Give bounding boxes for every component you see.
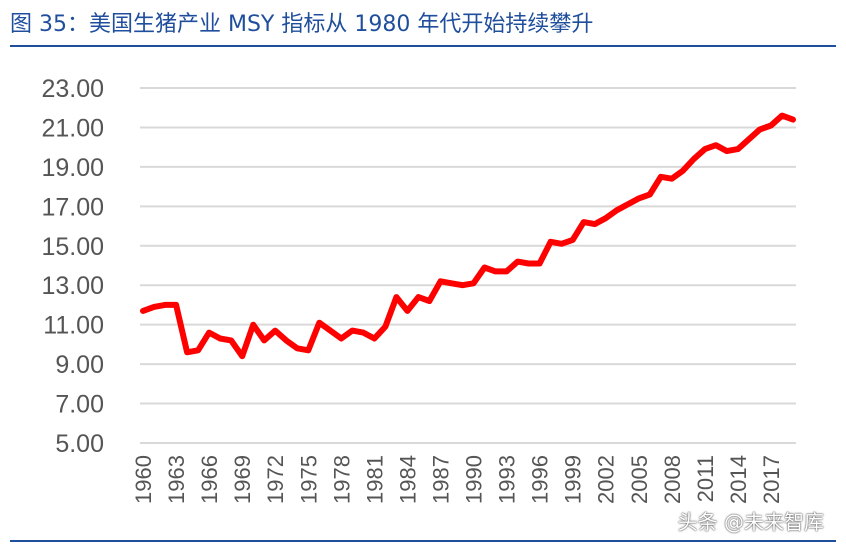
y-tick-label: 7.00 bbox=[55, 391, 104, 419]
data-point bbox=[439, 280, 441, 282]
y-tick-label: 13.00 bbox=[41, 272, 104, 300]
data-point bbox=[252, 324, 254, 326]
data-point bbox=[671, 178, 673, 180]
data-point bbox=[417, 296, 419, 298]
data-point bbox=[605, 217, 607, 219]
data-point bbox=[351, 330, 353, 332]
y-tick-label: 15.00 bbox=[41, 233, 104, 261]
data-point bbox=[649, 194, 651, 195]
data-point bbox=[660, 176, 662, 178]
x-tick-label: 2008 bbox=[660, 455, 685, 504]
x-tick-label: 2011 bbox=[693, 455, 718, 502]
data-point bbox=[473, 282, 475, 284]
data-point bbox=[748, 138, 750, 140]
msy-series-line bbox=[140, 112, 796, 360]
y-tick-label: 17.00 bbox=[41, 193, 104, 221]
x-tick-label: 1969 bbox=[230, 455, 255, 504]
x-tick-label: 1993 bbox=[495, 455, 520, 504]
x-tick-label: 1978 bbox=[329, 455, 354, 504]
x-tick-label: 1972 bbox=[263, 455, 288, 504]
data-point bbox=[450, 282, 452, 284]
data-point bbox=[572, 239, 574, 241]
data-point bbox=[175, 304, 177, 306]
x-tick-label: 1966 bbox=[197, 455, 222, 504]
data-point bbox=[274, 330, 276, 332]
data-point bbox=[142, 310, 144, 312]
x-tick-label: 1999 bbox=[561, 455, 586, 504]
data-point bbox=[395, 296, 397, 298]
figure-title: 图 35：美国生猪产业 MSY 指标从 1980 年代开始持续攀升 bbox=[10, 12, 594, 37]
data-point bbox=[219, 337, 221, 339]
data-point bbox=[495, 270, 497, 272]
data-point bbox=[770, 124, 772, 126]
x-tick-label: 2017 bbox=[759, 455, 784, 504]
data-point bbox=[583, 221, 585, 223]
x-tick-label: 2005 bbox=[627, 455, 652, 504]
data-point bbox=[616, 209, 618, 211]
data-point bbox=[484, 266, 486, 268]
data-point bbox=[693, 158, 695, 160]
data-point bbox=[197, 349, 199, 351]
data-point bbox=[164, 304, 166, 306]
x-tick-label: 1990 bbox=[462, 455, 487, 504]
data-point bbox=[704, 148, 706, 150]
x-tick-label: 1984 bbox=[395, 455, 420, 504]
data-point bbox=[406, 310, 408, 312]
x-tick-label: 1987 bbox=[428, 455, 453, 504]
data-point bbox=[517, 261, 519, 263]
data-point bbox=[627, 203, 629, 205]
data-point bbox=[329, 330, 331, 332]
data-point bbox=[726, 150, 728, 152]
data-point bbox=[241, 355, 243, 357]
data-point bbox=[682, 170, 684, 172]
data-point bbox=[759, 128, 761, 130]
watermark: 头条 @未来智库 bbox=[677, 510, 824, 534]
data-point bbox=[285, 339, 287, 341]
y-tick-label: 9.00 bbox=[55, 351, 104, 379]
x-tick-label: 1996 bbox=[528, 455, 553, 504]
y-tick-label: 19.00 bbox=[41, 154, 104, 182]
y-tick-label: 11.00 bbox=[43, 312, 104, 340]
data-point bbox=[296, 347, 298, 349]
data-point bbox=[307, 349, 309, 351]
data-point bbox=[638, 197, 640, 199]
data-point bbox=[186, 351, 188, 353]
data-point bbox=[792, 119, 794, 121]
data-point bbox=[230, 339, 232, 341]
data-point bbox=[461, 284, 463, 286]
data-point bbox=[550, 241, 552, 243]
data-point bbox=[528, 263, 530, 265]
data-point bbox=[561, 243, 563, 245]
data-point bbox=[506, 270, 508, 272]
x-tick-label: 1981 bbox=[362, 455, 387, 504]
x-tick-label: 1975 bbox=[296, 455, 321, 504]
data-point bbox=[362, 332, 364, 334]
data-point bbox=[263, 339, 265, 341]
data-point bbox=[715, 144, 717, 146]
data-point bbox=[539, 263, 541, 265]
data-point bbox=[384, 326, 386, 328]
data-point bbox=[428, 300, 430, 302]
x-tick-label: 1963 bbox=[164, 455, 189, 504]
data-point bbox=[318, 322, 320, 324]
x-tick-label: 1960 bbox=[131, 455, 156, 504]
y-tick-label: 21.00 bbox=[41, 114, 104, 142]
data-point bbox=[340, 337, 342, 339]
bottom-divider bbox=[10, 540, 836, 542]
data-point bbox=[594, 223, 596, 225]
title-divider bbox=[10, 45, 836, 47]
x-tick-label: 2002 bbox=[594, 455, 619, 504]
data-point bbox=[208, 332, 210, 334]
data-point bbox=[373, 337, 375, 339]
x-tick-label: 2014 bbox=[726, 455, 751, 504]
data-point bbox=[153, 306, 155, 308]
data-point bbox=[781, 115, 783, 117]
y-tick-label: 5.00 bbox=[55, 430, 104, 458]
data-point bbox=[737, 148, 739, 150]
y-tick-label: 23.00 bbox=[41, 75, 104, 103]
